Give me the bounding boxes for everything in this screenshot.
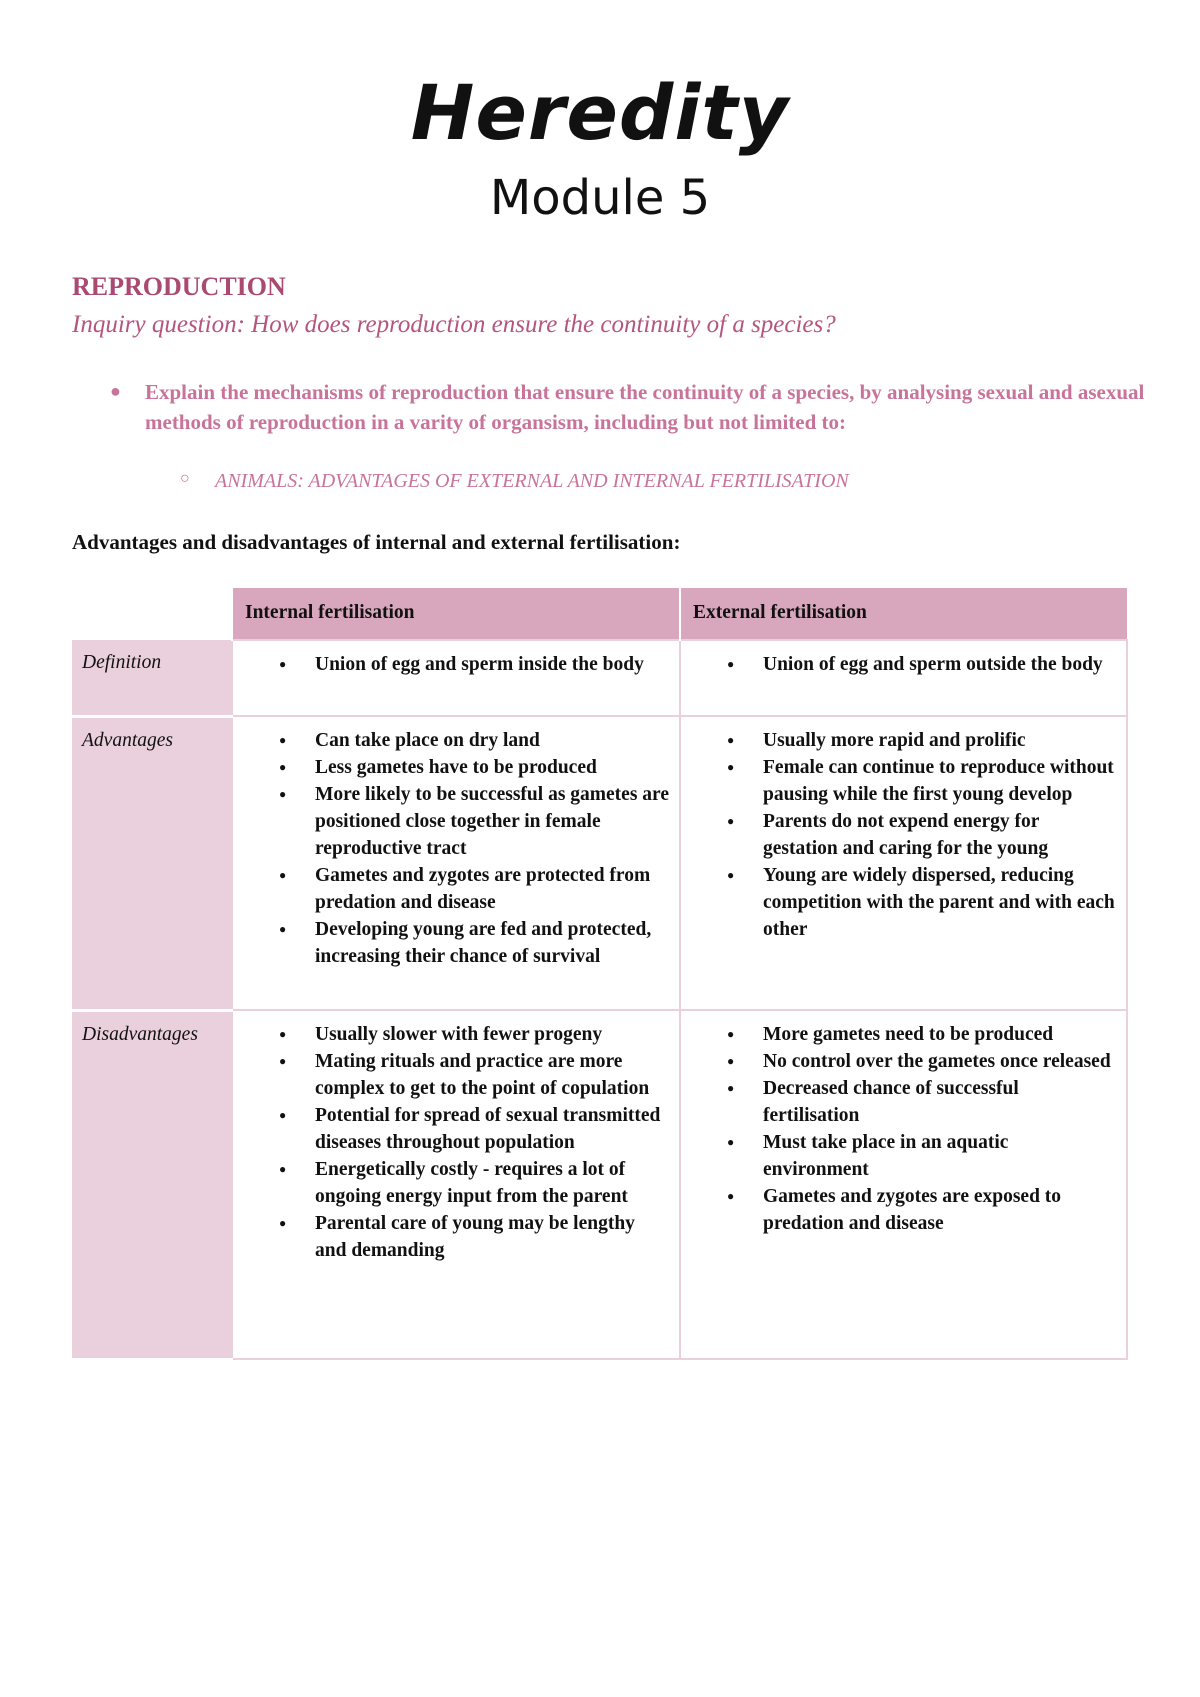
- list-item: No control over the gametes once release…: [727, 1048, 1116, 1075]
- list-item: Must take place in an aquatic environmen…: [727, 1129, 1116, 1183]
- row-label: Advantages: [72, 716, 232, 1012]
- header-external: External fertilisation: [679, 588, 1127, 640]
- list-item: Developing young are fed and protected, …: [279, 916, 669, 970]
- cell-internal: Union of egg and sperm inside the body: [231, 639, 681, 717]
- comparison-table: Internal fertilisation External fertilis…: [72, 588, 1128, 1361]
- list-item: Gametes and zygotes are protected from p…: [279, 862, 669, 916]
- list-item: Usually slower with fewer progeny: [279, 1021, 669, 1048]
- bullet-icon: ●: [110, 381, 121, 401]
- header-blank: [72, 588, 232, 640]
- row-label: Disadvantages: [72, 1010, 232, 1361]
- cell-external: Usually more rapid and prolificFemale ca…: [679, 715, 1128, 1011]
- page-title: Heredity: [410, 68, 790, 157]
- list-item: Union of egg and sperm inside the body: [279, 651, 669, 678]
- list-item: Young are widely dispersed, reducing com…: [727, 862, 1116, 943]
- cell-external: More gametes need to be producedNo contr…: [679, 1009, 1128, 1360]
- page-subtitle: Module 5: [489, 170, 711, 226]
- table-row: AdvantagesCan take place on dry landLess…: [72, 715, 1128, 1012]
- table-row: Definition Union of egg and sperm inside …: [72, 639, 1128, 718]
- list-item: Parents do not expend energy for gestati…: [727, 808, 1116, 862]
- cell-internal: Can take place on dry landLess gametes h…: [231, 715, 681, 1011]
- list-item: Potential for spread of sexual transmitt…: [279, 1102, 669, 1156]
- cell-external: Union of egg and sperm outside the body: [679, 639, 1128, 717]
- table-row: DisadvantagesUsually slower with fewer p…: [72, 1009, 1128, 1361]
- list-item: More gametes need to be produced: [727, 1021, 1116, 1048]
- section-heading: REPRODUCTION: [72, 272, 286, 301]
- list-item: Gametes and zygotes are exposed to preda…: [727, 1183, 1116, 1237]
- list-item: Energetically costly - requires a lot of…: [279, 1156, 669, 1210]
- inquiry-question: Inquiry question: How does reproduction …: [72, 311, 836, 338]
- list-item: Mating rituals and practice are more com…: [279, 1048, 669, 1102]
- list-item: Can take place on dry land: [279, 727, 669, 754]
- list-item: Less gametes have to be produced: [279, 754, 669, 781]
- sub-point: ANIMALS: ADVANTAGES OF EXTERNAL AND INTE…: [215, 470, 849, 492]
- list-item: Usually more rapid and prolific: [727, 727, 1116, 754]
- circle-bullet-icon: ○: [180, 470, 190, 487]
- list-item: Parental care of young may be lengthy an…: [279, 1210, 669, 1264]
- outcome-text: Explain the mechanisms of reproduction t…: [145, 380, 1145, 434]
- header-internal: Internal fertilisation: [231, 588, 680, 640]
- list-item: Decreased chance of successful fertilisa…: [727, 1075, 1116, 1129]
- list-item: Union of egg and sperm outside the body: [727, 651, 1116, 678]
- cell-internal: Usually slower with fewer progenyMating …: [231, 1009, 681, 1360]
- row-label: Definition: [72, 640, 232, 718]
- list-item: More likely to be successful as gametes …: [279, 781, 669, 862]
- list-item: Female can continue to reproduce without…: [727, 754, 1116, 808]
- table-heading: Advantages and disadvantages of internal…: [72, 530, 681, 554]
